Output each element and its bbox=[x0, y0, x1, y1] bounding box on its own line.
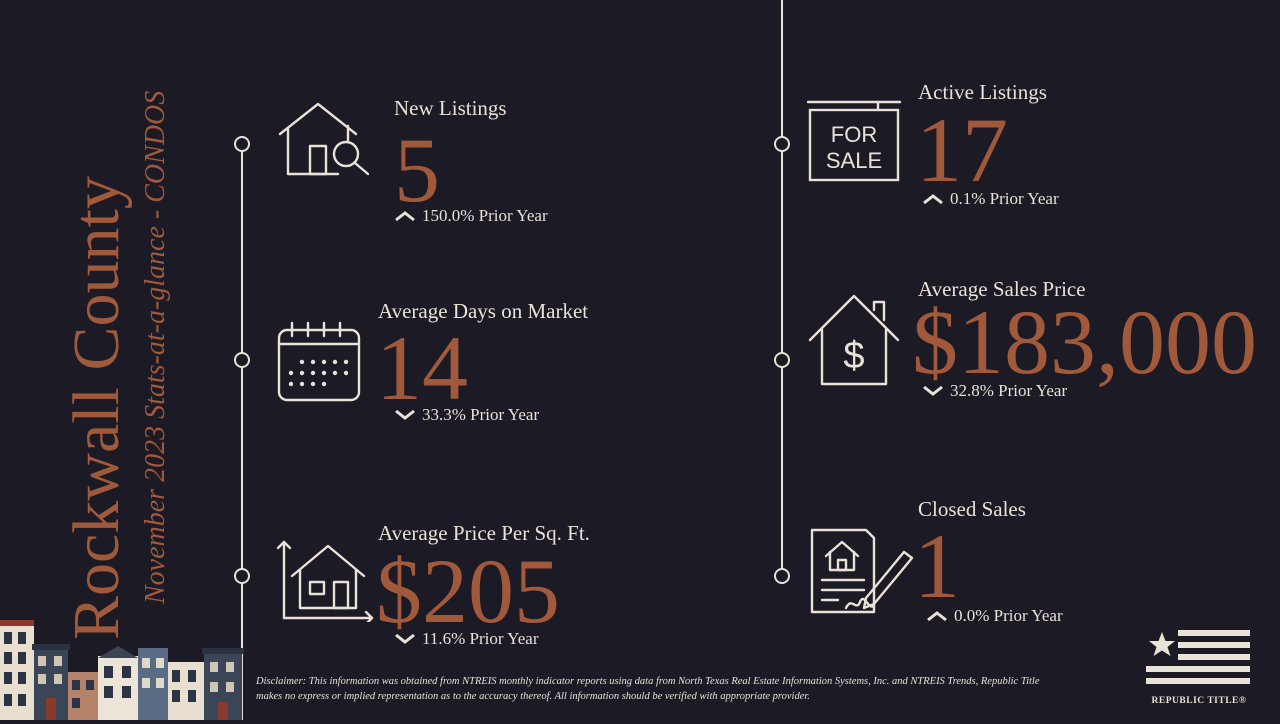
timeline-node bbox=[774, 352, 790, 368]
calendar-icon bbox=[276, 320, 362, 404]
price-sqft-value: $205 bbox=[376, 540, 560, 642]
price-sqft-change: 11.6% Prior Year bbox=[394, 629, 538, 649]
active-listings-change: 0.1% Prior Year bbox=[922, 189, 1059, 209]
chevron-up-icon bbox=[923, 194, 943, 205]
avg-price-change-text: 32.8% Prior Year bbox=[950, 381, 1068, 400]
new-listings-value: 5 bbox=[394, 119, 440, 221]
active-listings-value: 17 bbox=[916, 99, 1008, 201]
house-dollar-icon: $ bbox=[806, 290, 902, 388]
left-timeline bbox=[241, 143, 243, 720]
timeline-node bbox=[774, 568, 790, 584]
chevron-up-icon bbox=[927, 611, 947, 622]
avg-days-change: 33.3% Prior Year bbox=[394, 405, 539, 425]
disclaimer-text: Disclaimer: This information was obtaine… bbox=[256, 676, 1040, 702]
republic-title-logo: REPUBLIC TITLE® bbox=[1144, 628, 1254, 706]
townhouse-illustration bbox=[0, 618, 246, 724]
contract-signing-icon bbox=[808, 526, 916, 616]
chevron-down-icon bbox=[395, 409, 415, 420]
active-listings-label: Active Listings bbox=[918, 80, 1047, 104]
avg-price-value: $183,000 bbox=[912, 291, 1257, 393]
vertical-title: Rockwall County November 2023 Stats-at-a… bbox=[60, 90, 172, 640]
flag-star-icon bbox=[1146, 630, 1250, 684]
price-sqft-change-text: 11.6% Prior Year bbox=[422, 629, 539, 648]
chevron-up-icon bbox=[395, 211, 415, 222]
closed-sales-label: Closed Sales bbox=[918, 497, 1026, 521]
right-timeline bbox=[781, 0, 783, 577]
house-search-icon bbox=[276, 100, 372, 180]
new-listings-label: New Listings bbox=[394, 96, 507, 120]
avg-price-change: 32.8% Prior Year bbox=[922, 381, 1067, 401]
closed-sales-change: 0.0% Prior Year bbox=[926, 606, 1063, 626]
sign-text-line2: SALE bbox=[826, 148, 882, 173]
sign-text-line1: FOR bbox=[831, 122, 877, 147]
chevron-down-icon bbox=[923, 385, 943, 396]
active-listings-change-text: 0.1% Prior Year bbox=[950, 189, 1059, 208]
avg-days-value: 14 bbox=[376, 317, 468, 419]
timeline-node bbox=[234, 568, 250, 584]
avg-price-label: Average Sales Price bbox=[918, 277, 1086, 301]
timeline-node bbox=[774, 136, 790, 152]
new-listings-change-text: 150.0% Prior Year bbox=[422, 206, 548, 225]
closed-sales-change-text: 0.0% Prior Year bbox=[954, 606, 1063, 625]
avg-days-change-text: 33.3% Prior Year bbox=[422, 405, 540, 424]
county-title: Rockwall County bbox=[60, 176, 133, 640]
report-subtitle: November 2023 Stats-at-a-glance - CONDOS bbox=[140, 90, 171, 604]
brand-name: REPUBLIC TITLE® bbox=[1151, 696, 1247, 706]
svg-text:$: $ bbox=[843, 335, 864, 377]
timeline-node bbox=[234, 352, 250, 368]
new-listings-change: 150.0% Prior Year bbox=[394, 206, 548, 226]
closed-sales-value: 1 bbox=[914, 515, 960, 617]
price-sqft-label: Average Price Per Sq. Ft. bbox=[378, 521, 590, 545]
chevron-down-icon bbox=[395, 633, 415, 644]
timeline-node bbox=[234, 136, 250, 152]
house-dimensions-icon bbox=[276, 538, 376, 622]
for-sale-sign-icon: FOR SALE bbox=[806, 96, 902, 186]
avg-days-label: Average Days on Market bbox=[378, 299, 589, 323]
